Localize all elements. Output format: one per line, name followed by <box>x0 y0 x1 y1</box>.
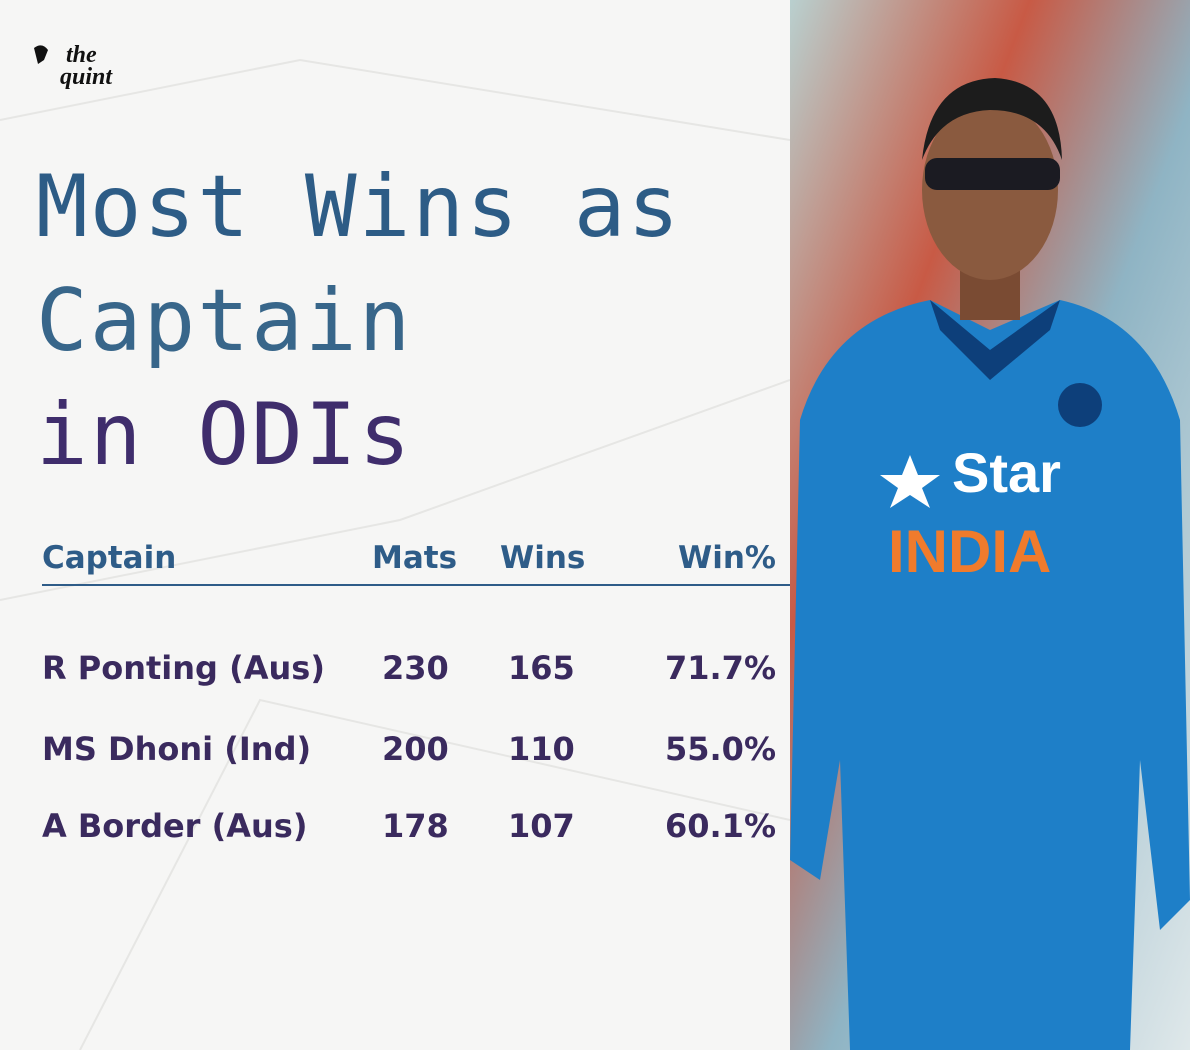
table-cell: 110 <box>508 729 575 768</box>
title-line: Captain <box>36 271 413 371</box>
table-row: R Ponting (Aus) 230 165 71.7% <box>42 585 790 710</box>
logo-text: the <box>66 42 97 68</box>
jersey-sponsor: Star <box>952 441 1061 504</box>
table-cell: 55.0% <box>664 729 776 768</box>
table-row: MS Dhoni (Ind) 200 110 55.0% <box>42 710 790 787</box>
table-cell: 200 <box>382 729 449 768</box>
table-cell: 178 <box>382 806 449 845</box>
header-row: Captain Mats Wins Win% <box>42 536 790 586</box>
logo: the quint <box>40 42 113 90</box>
table-cell: MS Dhoni (Ind) <box>42 729 312 768</box>
paper-background <box>0 45 790 1050</box>
table-cell: 71.7% <box>664 649 776 687</box>
title-line: in ODIs <box>36 385 413 485</box>
table-cell: A Border (Aus) <box>42 806 308 845</box>
player-photo: Star INDIA <box>790 0 1190 1050</box>
stats-table: Captain Mats Wins Win% R Ponting (Aus) 230 16… <box>42 536 790 864</box>
title: Most Wins as Captain in ODIs <box>36 150 681 492</box>
title-line: Most Wins as <box>36 157 682 257</box>
jersey-team: INDIA <box>888 518 1051 585</box>
table-row: A Border (Aus) 178 107 60.1% <box>42 787 790 864</box>
logo-text: quint <box>60 64 113 90</box>
table-cell: 230 <box>382 649 449 687</box>
table-cell: 165 <box>508 649 575 687</box>
header-cell: Mats <box>372 536 500 586</box>
header-cell: Captain <box>42 536 372 586</box>
table-cell: R Ponting (Aus) <box>42 649 325 687</box>
table-cell: 60.1% <box>664 806 776 845</box>
header-cell: Win% <box>638 536 790 586</box>
header-cell: Wins <box>500 536 638 586</box>
table-cell: 107 <box>508 806 575 845</box>
